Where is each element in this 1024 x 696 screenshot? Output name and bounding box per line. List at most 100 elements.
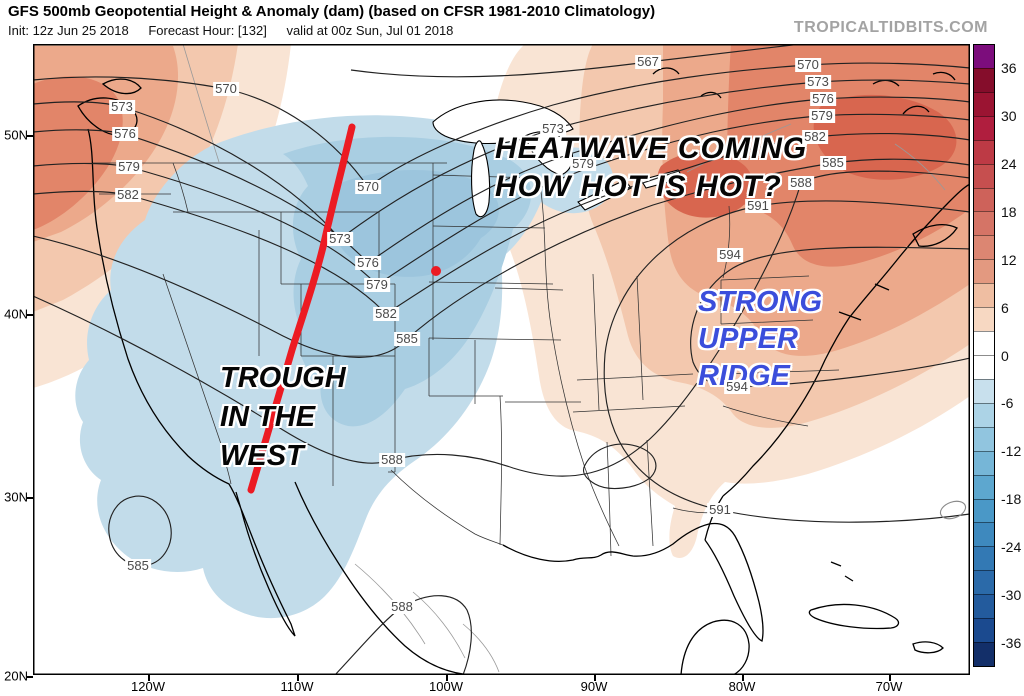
map-graphics	[33, 44, 970, 675]
surface-low-dot	[431, 266, 441, 276]
colorbar-cell	[974, 91, 994, 116]
lon-axis-label: 90W	[580, 679, 608, 694]
lon-axis-tick	[297, 675, 299, 681]
lat-axis-tick	[27, 135, 33, 137]
colorbar-tick-label: 12	[1001, 251, 1017, 268]
colorbar-cell	[974, 546, 994, 571]
contour-label: 591	[707, 502, 733, 517]
contour-label: 579	[809, 108, 835, 123]
contour-label: 576	[810, 91, 836, 106]
colorbar-cell	[974, 642, 994, 666]
trough-line-1: TROUGH	[220, 362, 346, 394]
colorbar-cell	[974, 259, 994, 284]
contour-label: 585	[820, 155, 846, 170]
colorbar	[973, 44, 995, 667]
trough-line-3: WEST	[220, 440, 304, 472]
contour-label: 591	[745, 198, 771, 213]
contour-label: 585	[394, 331, 420, 346]
lon-axis-label: 120W	[131, 679, 165, 694]
lat-axis-label: 20N	[4, 668, 28, 684]
contour-label: 576	[112, 126, 138, 141]
init-time: Init: 12z Jun 25 2018	[8, 23, 129, 38]
lat-axis-label: 30N	[4, 489, 28, 505]
contour-label: 594	[717, 247, 743, 262]
colorbar-cell	[974, 331, 994, 355]
colorbar-tick-label: -18	[1001, 491, 1022, 508]
lon-axis-tick	[446, 675, 448, 681]
ridge-annotation: STRONG UPPER RIDGE	[698, 284, 822, 395]
trough-line	[247, 123, 356, 494]
colorbar-tick-label: -24	[1001, 539, 1022, 556]
lon-axis-tick	[742, 675, 744, 681]
colorbar-tick-label: 24	[1001, 155, 1017, 172]
heatwave-line-2: HOW HOT IS HOT?	[495, 170, 782, 203]
lat-axis-label: 50N	[4, 127, 28, 143]
heatwave-annotation: HEATWAVE COMING HOW HOT IS HOT?	[495, 130, 807, 206]
colorbar-cell	[974, 115, 994, 140]
state-borders	[93, 162, 840, 557]
tropicaltidbits-logo: TROPICALTIDBITS.COM	[793, 19, 988, 36]
contour-label: 573	[109, 99, 135, 114]
forecast-hour: Forecast Hour: [132]	[148, 23, 267, 38]
colorbar-tick-label: 0	[1001, 347, 1009, 364]
contour-label: 582	[373, 306, 399, 321]
colorbar-cell	[974, 426, 994, 451]
colorbar-tick-label: -12	[1001, 443, 1022, 460]
colorbar-tick-label: 30	[1001, 107, 1017, 124]
contour-label: 570	[213, 81, 239, 96]
ridge-line-1: STRONG	[698, 286, 823, 318]
contour-label: 588	[389, 599, 415, 614]
valid-time: valid at 00z Sun, Jul 01 2018	[286, 23, 454, 38]
lon-axis-tick	[148, 675, 150, 681]
colorbar-cell	[974, 187, 994, 212]
colorbar-cell	[974, 522, 994, 547]
trough-line-2: IN THE	[220, 401, 316, 433]
colorbar-cell	[974, 570, 994, 595]
page-title: GFS 500mb Geopotential Height & Anomaly …	[8, 3, 656, 20]
lat-axis-label: 40N	[4, 306, 28, 322]
contour-label: 594	[724, 379, 750, 394]
contour-label: 570	[355, 179, 381, 194]
colorbar-tick-label: -6	[1001, 395, 1014, 412]
contour-label: 582	[802, 129, 828, 144]
anomaly-shading	[33, 44, 970, 619]
colorbar-cell	[974, 594, 994, 619]
lat-axis-tick	[27, 676, 33, 678]
colorbar-cell	[974, 211, 994, 236]
contour-label: 573	[540, 121, 566, 136]
colorbar-cell	[974, 307, 994, 332]
contour-label: 585	[125, 558, 151, 573]
contour-label: 573	[327, 231, 353, 246]
lon-axis-label: 80W	[728, 679, 756, 694]
colorbar-cell	[974, 354, 994, 379]
contour-label: 579	[364, 277, 390, 292]
colorbar-cell	[974, 378, 994, 403]
colorbar-cell	[974, 139, 994, 164]
colorbar-tick-label: 36	[1001, 59, 1017, 76]
colorbar-cell	[974, 402, 994, 427]
contour-label: 576	[355, 255, 381, 270]
colorbar-cell	[974, 498, 994, 523]
lon-axis-tick	[889, 675, 891, 681]
contour-label: 567	[635, 54, 661, 69]
ridge-line-2: UPPER	[698, 323, 798, 355]
map-border	[33, 44, 970, 675]
lon-axis-tick	[594, 675, 596, 681]
lakes	[432, 99, 684, 218]
colorbar-cell	[974, 450, 994, 475]
colorbar-cell	[974, 163, 994, 188]
lat-axis-tick	[27, 497, 33, 499]
contour-labels-layer: 570 573 576 579 582 567 573 579 570 573 576 579 582 5…	[33, 44, 970, 675]
lon-axis-label: 70W	[875, 679, 903, 694]
colorbar-cell	[974, 45, 994, 68]
colorbar-cell	[974, 283, 994, 308]
contour-label: 579	[570, 156, 596, 171]
heatwave-line-1: HEATWAVE COMING	[495, 132, 808, 165]
contour-label: 579	[116, 159, 142, 174]
colorbar-tick-label: -36	[1001, 635, 1022, 652]
run-info: Init: 12z Jun 25 2018 Forecast Hour: [13…	[8, 23, 469, 38]
map-canvas: HEATWAVE COMING HOW HOT IS HOT? STRONG U…	[33, 44, 970, 675]
colorbar-cell	[974, 618, 994, 643]
colorbar-tick-label: -30	[1001, 587, 1022, 604]
